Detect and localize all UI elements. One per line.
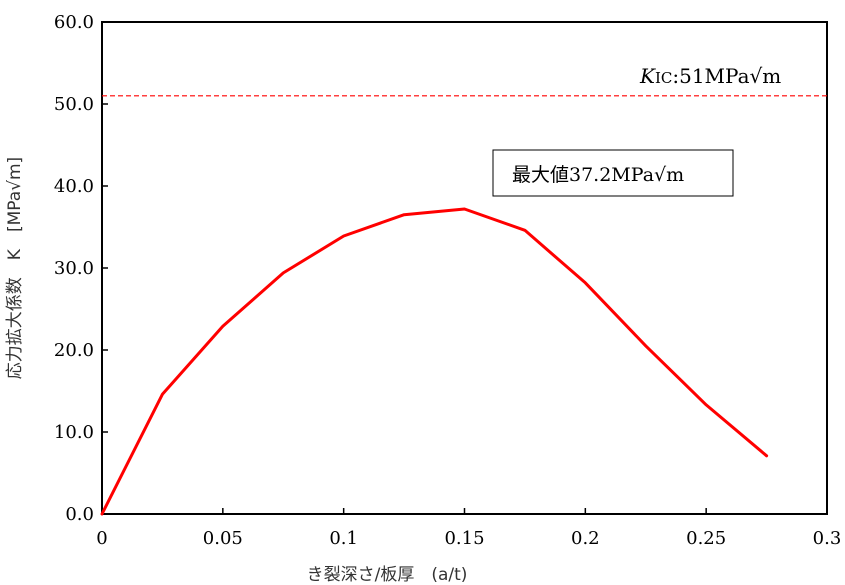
x-tick-label: 0.2 [571,528,600,549]
y-tick-label: 40.0 [54,176,94,197]
kic-label-rest: :51MPa√m [672,64,781,88]
y-tick-label: 60.0 [54,12,94,33]
series-group [100,207,769,516]
x-tick-label: 0.3 [813,528,842,549]
x-tick-label: 0.25 [686,528,726,549]
series-line [100,207,769,516]
y-tick-label: 30.0 [54,258,94,279]
y-tick-label: 0.0 [65,504,94,525]
x-tick-label: 0 [96,528,107,549]
annotation-box [492,149,734,197]
x-tick-label: 0.05 [203,528,243,549]
x-tick-label: 0.1 [329,528,358,549]
y-axis-title: 応力拡大係数 K [MPa√m] [5,157,25,379]
kic-label-sub: IC [655,69,672,87]
kic-label: KIC:51MPa√m [639,64,781,88]
annotation-text: 最大値37.2MPa√m [512,164,684,186]
y-tick-label: 20.0 [54,340,94,361]
x-axis-ticks: 0 0.05 0.1 0.15 0.2 0.25 0.3 [96,508,841,549]
x-tick-label: 0.15 [444,528,484,549]
y-axis-ticks: 0.0 10.0 20.0 30.0 40.0 50.0 60.0 [54,12,108,525]
kic-label-main: K [639,64,656,88]
x-axis-title: き裂深さ/板厚 (a/t) [307,565,468,585]
y-tick-label: 50.0 [54,94,94,115]
y-tick-label: 10.0 [54,422,94,443]
